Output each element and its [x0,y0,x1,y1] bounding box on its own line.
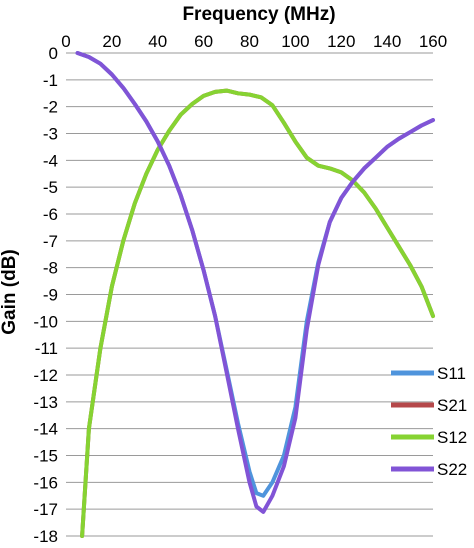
y-tick-label: -7 [43,232,58,251]
y-tick-label: -9 [43,286,58,305]
series-line-s12 [80,88,435,538]
legend: S11 S21 S12 S22 [391,364,467,479]
x-tick-label: 60 [194,32,213,51]
y-tick-label: -18 [33,527,58,546]
y-tick-label: -3 [43,125,58,144]
y-tick-label: -4 [43,151,58,170]
x-tick-label: 160 [419,32,447,51]
y-tick-label: -15 [33,447,58,466]
y-tick-label: -12 [33,366,58,385]
series-line-s11 [75,51,435,498]
y-tick-label: -17 [33,500,58,519]
x-tick-label: 40 [148,32,167,51]
y-tick-label: -13 [33,393,58,412]
y-tick-label: -10 [33,312,58,331]
x-tick-label: 0 [61,32,70,51]
legend-label-s21: S21 [437,396,467,415]
y-tick-label: -14 [33,420,58,439]
x-tick-label: 100 [281,32,309,51]
legend-label-s22: S22 [437,460,467,479]
x-tick-label: 120 [327,32,355,51]
y-tick-labels: 0 -1 -2 -3 -4 -5 -6 -7 -8 -9 -10 -11 -12 -13 -14 -15 -16… [33,44,58,546]
series-line-s22 [75,51,435,514]
x-tick-label: 80 [240,32,259,51]
y-tick-label: -8 [43,259,58,278]
y-tick-label: -2 [43,98,58,117]
legend-label-s12: S12 [437,428,467,447]
y-tick-label: -5 [43,178,58,197]
y-tick-label: 0 [49,44,58,63]
x-axis-title: Frequency (MHz) [182,4,335,25]
y-tick-label: -1 [43,71,58,90]
x-tick-label: 140 [373,32,401,51]
y-tick-label: -6 [43,205,58,224]
legend-label-s11: S11 [437,364,466,383]
series-line-s21 [80,88,435,538]
y-axis-title: Gain (dB) [0,249,20,335]
y-tick-label: -16 [33,473,58,492]
x-tick-labels: 0 20 40 60 80 100 120 140 160 [61,32,447,51]
x-tick-label: 20 [102,32,121,51]
series-lines [75,51,435,538]
y-tick-label: -11 [35,339,58,358]
